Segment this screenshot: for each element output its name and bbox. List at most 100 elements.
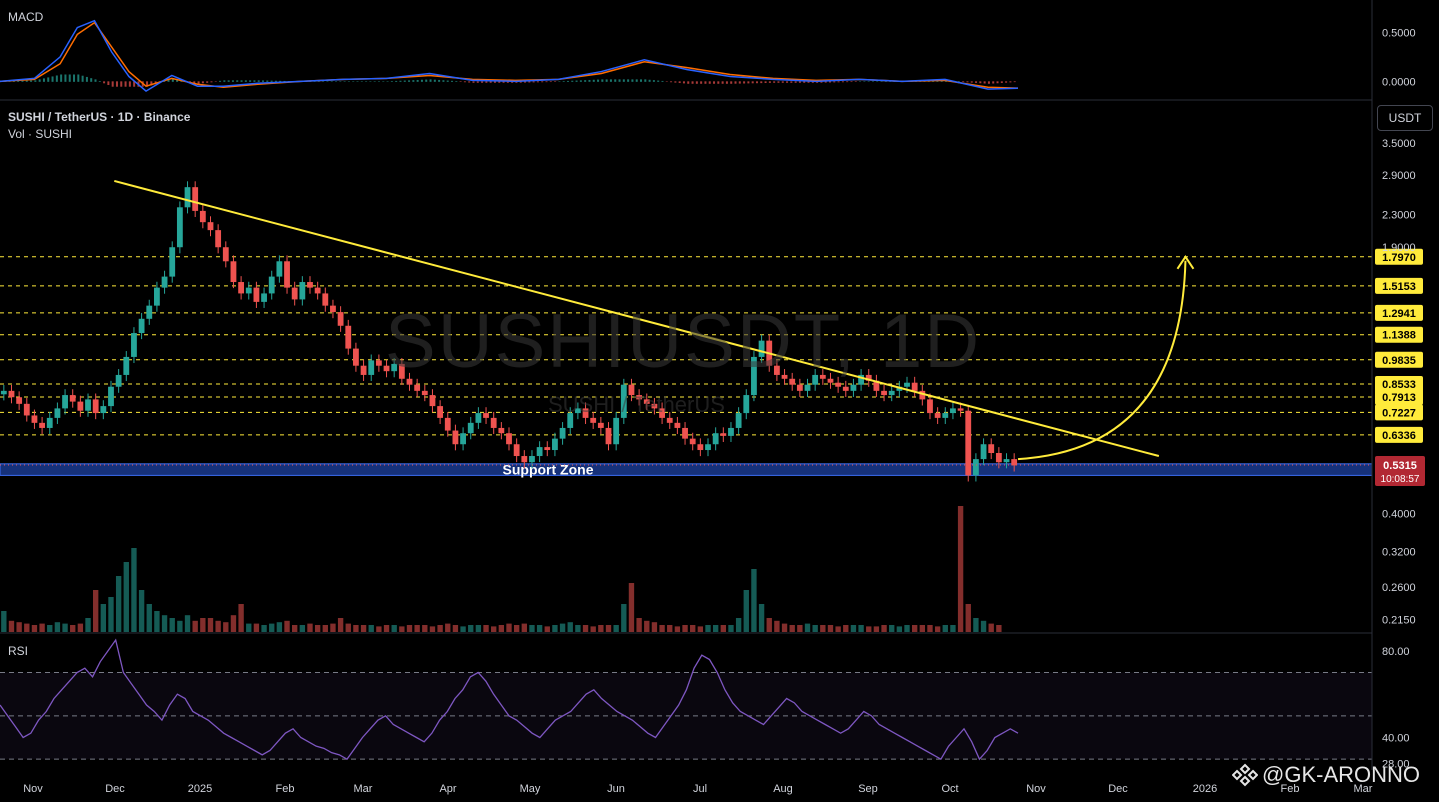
macd-tick-label: 0.0000: [1382, 76, 1416, 88]
candle-body: [115, 374, 122, 387]
candle-body: [199, 210, 206, 223]
candle-body: [284, 261, 290, 288]
macd-histogram-bar: [876, 81, 879, 82]
volume-bar: [835, 626, 841, 632]
macd-histogram-bar: [244, 80, 247, 82]
macd-histogram-bar: [979, 81, 982, 84]
macd-histogram-bar: [360, 81, 363, 82]
volume-bar: [781, 623, 788, 632]
volume-bar: [858, 625, 864, 632]
macd-histogram-bar: [201, 81, 204, 84]
macd-histogram-bar: [773, 81, 776, 83]
macd-histogram-bar: [545, 81, 548, 83]
macd-histogram-bar: [34, 80, 37, 82]
candle-body: [100, 406, 107, 414]
macd-histogram-bar: [356, 81, 359, 82]
macd-histogram-bar: [859, 81, 862, 82]
volume-bar: [230, 615, 237, 632]
macd-histogram-bar: [854, 81, 857, 82]
macd-histogram-bar: [279, 80, 282, 82]
candle-body: [437, 406, 444, 418]
volume-bar: [766, 618, 772, 632]
macd-pane: [0, 19, 1019, 93]
volume-bar: [307, 623, 313, 632]
macd-histogram-bar: [528, 81, 531, 83]
volume-bar: [521, 623, 527, 632]
volume-bar: [743, 590, 749, 632]
price-pane: Support Zone: [0, 181, 1373, 482]
macd-histogram-bar: [322, 81, 325, 82]
brand-tag: @GK-ARONNO: [1232, 762, 1420, 788]
price-tick-label: 1.9000: [1382, 242, 1416, 254]
macd-line: [0, 19, 1019, 93]
volume-bar: [567, 622, 573, 632]
macd-histogram-bar: [721, 81, 724, 84]
macd-histogram-bar: [47, 77, 50, 82]
macd-histogram-bar: [996, 81, 999, 84]
macd-histogram-bar: [751, 81, 754, 84]
macd-histogram-bar: [794, 81, 797, 83]
volume-bar: [889, 625, 895, 632]
macd-histogram-bar: [103, 81, 106, 84]
support-zone-label: Support Zone: [503, 462, 594, 478]
candle-body: [552, 438, 558, 451]
macd-histogram-bar: [90, 78, 93, 82]
volume-bar: [330, 623, 336, 632]
candle-body: [207, 222, 214, 231]
volume-bar: [284, 620, 290, 632]
macd-histogram-bar: [661, 80, 664, 82]
volume-bar: [529, 625, 535, 632]
candle-body: [628, 384, 635, 396]
macd-histogram-bar: [816, 81, 819, 83]
volume-bar: [177, 620, 183, 632]
candle-body: [330, 305, 336, 313]
macd-histogram-bar: [206, 81, 209, 83]
candle-body: [215, 230, 222, 248]
macd-histogram-bar: [335, 81, 338, 82]
volume-bar: [452, 625, 459, 632]
x-tick-label: Apr: [439, 783, 456, 795]
price-tick-label: 0.2600: [1382, 582, 1416, 594]
level-price-tag: 1.7970: [1375, 248, 1423, 265]
macd-histogram-bar: [506, 81, 509, 83]
macd-histogram-bar: [962, 81, 965, 83]
volume-title: Vol · SUSHI: [8, 127, 73, 141]
macd-histogram-bar: [403, 80, 406, 82]
candle-body: [69, 395, 76, 402]
macd-histogram-bar: [30, 80, 33, 82]
macd-histogram-bar: [64, 74, 67, 82]
macd-histogram-bar: [429, 79, 432, 82]
overlay-layer: [114, 179, 1195, 461]
macd-histogram-bar: [451, 80, 454, 82]
volume-bar: [368, 625, 374, 632]
candle-body: [360, 365, 367, 375]
macd-histogram-bar: [704, 81, 707, 84]
volume-bar: [942, 625, 948, 632]
macd-histogram-bar: [476, 81, 479, 83]
x-tick-label: Mar: [1354, 783, 1373, 795]
candle-body: [375, 360, 382, 366]
macd-histogram-bar: [850, 81, 853, 83]
candle-body: [827, 378, 834, 383]
candle-body: [161, 276, 168, 288]
macd-histogram-bar: [524, 81, 527, 83]
volume-bar: [123, 562, 129, 632]
candle-body: [781, 374, 788, 379]
candle-body: [850, 384, 857, 391]
candle-body: [705, 444, 711, 451]
volume-bar: [261, 625, 267, 632]
candle-body: [636, 395, 643, 400]
macd-histogram-bar: [485, 81, 488, 83]
candle-body: [261, 293, 267, 302]
candle-body: [812, 374, 819, 385]
volume-bar: [475, 625, 482, 632]
rsi-line: [0, 638, 1019, 761]
candle-body: [934, 413, 941, 418]
candle-body: [728, 427, 734, 436]
currency-badge[interactable]: USDT: [1377, 105, 1433, 131]
volume-bar: [705, 625, 711, 632]
volume-bar: [200, 618, 206, 632]
volume-bar: [108, 597, 114, 632]
candle-body: [92, 399, 99, 414]
